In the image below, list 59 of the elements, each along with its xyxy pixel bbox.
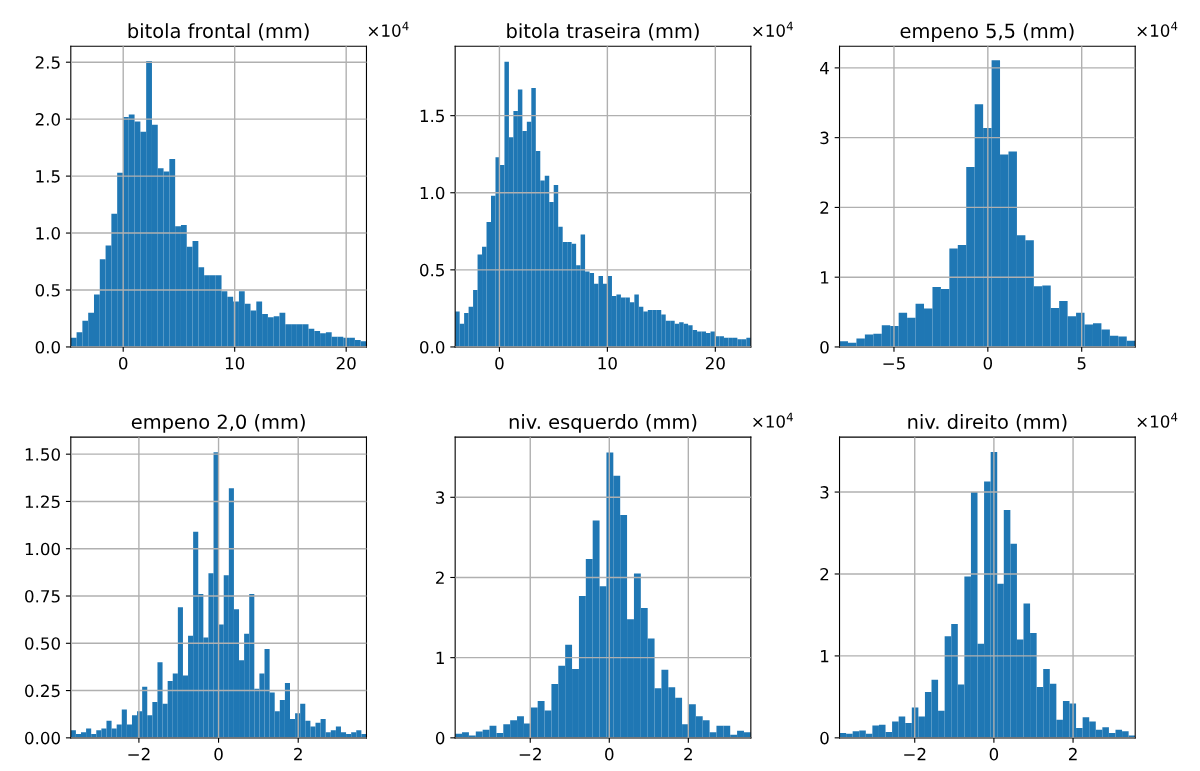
y-tick-label: 2 [820, 201, 829, 214]
y-tick-label: 1.0 [36, 227, 60, 240]
y-tick-label: 2.0 [35, 113, 60, 126]
x-tick-label: 0 [983, 356, 993, 370]
x-tick-label: −2 [904, 747, 926, 761]
x-tick-label: 5 [1077, 357, 1086, 370]
y-tick-label: 1 [821, 271, 829, 284]
chart-title: niv. esquerdo (mm) [509, 414, 697, 433]
y-tick-label: 0.5 [420, 263, 444, 277]
y-tick-label: 0 [820, 340, 829, 354]
x-tick-label: 0 [214, 747, 223, 761]
x-tick-label: 20 [705, 356, 725, 370]
x-tick-label: 10 [225, 356, 245, 370]
y-tick-label: 4 [820, 62, 829, 75]
chart-title: empeno 5,5 (mm) [900, 23, 1074, 42]
y-tick-label: 2.5 [35, 56, 60, 69]
x-tick-label: 0 [119, 356, 128, 370]
y-tick-label: 2 [436, 571, 444, 584]
text: ×10$^{4}$ [753, 412, 793, 428]
y-tick-label: 1.5 [420, 109, 444, 123]
chart-title: bitola frontal (mm) [128, 23, 309, 41]
x-tick-label: −2 [128, 747, 150, 761]
y-tick-label: 3 [820, 486, 829, 499]
y-tick-label: 0.5 [35, 283, 60, 297]
text: ×10$^{4}$ [753, 21, 793, 37]
chart-title: empeno 2,0 (mm) [131, 414, 305, 433]
y-tick-label: 1.25 [25, 495, 60, 509]
y-tick-label: 0 [820, 731, 829, 745]
y-tick-label: 0 [435, 731, 445, 745]
text: ×10$^{4}$ [1137, 21, 1178, 37]
y-tick-label: 1 [436, 651, 444, 664]
x-tick-label: 2 [294, 747, 302, 761]
y-tick-label: 3 [820, 131, 829, 145]
y-tick-label: 1.00 [25, 542, 60, 556]
y-tick-label: 2 [820, 567, 829, 581]
x-tick-label: −2 [519, 747, 541, 761]
x-tick-label: 0 [495, 356, 504, 370]
x-tick-label: 2 [1068, 747, 1077, 761]
y-tick-label: 0.0 [420, 340, 445, 354]
text: ×10$^{4}$ [1137, 412, 1178, 428]
y-tick-label: 1.5 [36, 170, 60, 183]
y-tick-label: 0.50 [25, 637, 60, 650]
x-tick-label: −5 [883, 357, 905, 370]
y-tick-label: 1.0 [420, 186, 445, 200]
y-tick-label: 0.25 [25, 684, 60, 698]
chart-title: niv. direito (mm) [908, 414, 1067, 432]
y-tick-label: 0.00 [25, 731, 60, 745]
x-tick-label: 20 [336, 356, 356, 370]
y-tick-label: 0.0 [35, 340, 60, 354]
text: ×10$^{4}$ [368, 21, 409, 37]
x-tick-label: 0 [605, 747, 614, 761]
x-tick-label: 10 [598, 356, 617, 370]
chart-title: bitola traseira (mm) [507, 23, 699, 41]
y-tick-label: 1.50 [25, 448, 60, 461]
y-tick-label: 0.75 [25, 589, 60, 603]
y-tick-label: 3 [436, 491, 445, 504]
x-tick-label: 2 [684, 747, 692, 761]
y-tick-label: 1 [821, 650, 829, 663]
x-tick-label: 0 [989, 747, 999, 761]
